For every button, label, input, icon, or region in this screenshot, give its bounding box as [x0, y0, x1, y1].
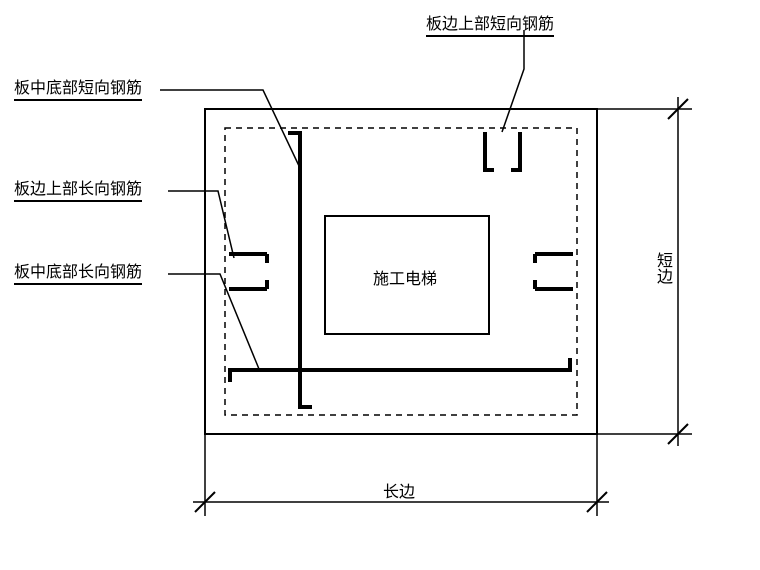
dim-label-short: 短边	[650, 252, 674, 284]
dimension-lines	[193, 97, 692, 516]
label-edge-top-short: 板边上部短向钢筋	[426, 10, 554, 37]
label-mid-bot-long: 板中底部长向钢筋	[14, 258, 142, 285]
label-edge-top-long: 板边上部长向钢筋	[14, 175, 142, 202]
dim-label-long: 长边	[383, 478, 415, 502]
diagram-canvas: 板边上部短向钢筋 板中底部短向钢筋 板边上部长向钢筋 板中底部长向钢筋 施工电梯…	[0, 0, 760, 570]
leader-lines	[160, 30, 524, 369]
label-mid-bot-short: 板中底部短向钢筋	[14, 74, 142, 101]
elevator-label: 施工电梯	[373, 265, 437, 289]
